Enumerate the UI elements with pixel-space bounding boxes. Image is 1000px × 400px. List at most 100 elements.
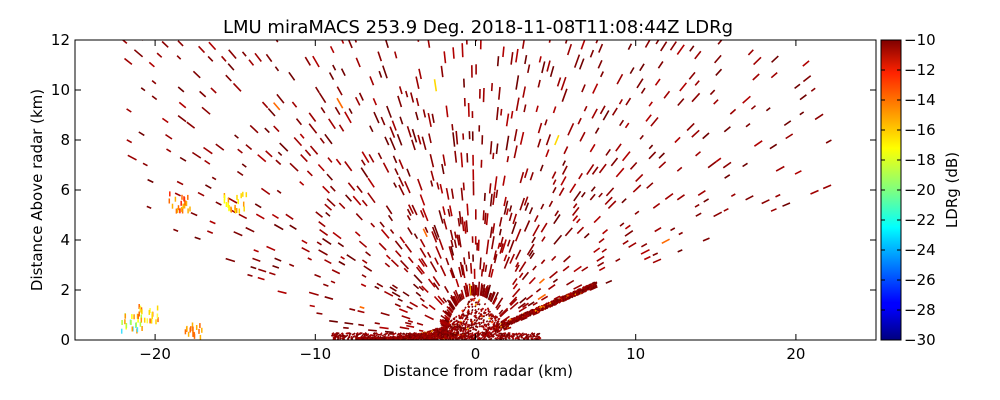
radar-gate [470, 263, 473, 274]
radar-gate [648, 151, 657, 160]
radar-gate [405, 90, 409, 98]
radar-gate [436, 336, 439, 339]
radar-gate [634, 210, 640, 215]
radar-gate [529, 334, 533, 338]
radar-gate [477, 300, 480, 304]
radar-gate [299, 133, 305, 139]
radar-gate [406, 126, 412, 138]
radar-gate [456, 328, 459, 331]
radar-gate [622, 240, 629, 245]
radar-gate [375, 332, 378, 335]
radar-gate [723, 207, 729, 212]
radar-gate [419, 335, 423, 338]
radar-gate [428, 330, 431, 333]
radar-gate [458, 334, 461, 337]
radar-gate [344, 111, 352, 124]
radar-gate [462, 320, 465, 323]
radar-gate [391, 120, 397, 131]
radar-gate [438, 337, 441, 340]
radar-gate [238, 213, 248, 220]
radar-gate [442, 154, 446, 166]
radar-gate [482, 210, 485, 221]
radar-gate [458, 211, 462, 225]
radar-gate [502, 175, 506, 186]
radar-gate [527, 301, 535, 307]
radar-gate [524, 168, 529, 179]
radar-gate [402, 291, 410, 297]
radar-gate [417, 335, 420, 338]
radar-gate [459, 317, 462, 320]
radar-gate [462, 313, 465, 317]
radar-gate [679, 82, 688, 92]
radar-gate [453, 331, 456, 334]
radar-gate [494, 176, 498, 191]
radar-gate [496, 56, 500, 67]
radar-gate [573, 265, 582, 273]
radar-gate [498, 217, 503, 227]
radar-gate [435, 328, 438, 332]
radar-gate [511, 332, 514, 336]
radar-gate [540, 307, 544, 310]
y-tick-label: 10 [51, 81, 70, 99]
radar-gate [512, 278, 518, 286]
radar-gate [507, 332, 510, 335]
radar-gate [536, 333, 539, 337]
radar-gate [383, 333, 387, 336]
radar-gate [566, 296, 570, 299]
radar-gate [415, 336, 418, 340]
radar-gate [491, 291, 499, 305]
radar-gate [664, 192, 674, 200]
radar-gate [462, 314, 466, 318]
radar-gate [572, 215, 579, 222]
radar-gate [261, 101, 269, 109]
radar-gate [304, 149, 312, 157]
radar-gate [461, 264, 466, 279]
radar-gate [378, 242, 387, 251]
radar-gate [339, 334, 342, 338]
radar-gate [566, 293, 570, 296]
radar-gate [472, 299, 476, 302]
radar-gate [527, 314, 531, 317]
radar-gate [535, 287, 542, 293]
radar-gate [532, 301, 538, 306]
radar-gate [492, 335, 495, 338]
radar-gate [532, 265, 537, 271]
x-axis-label: Distance from radar (km) [383, 362, 573, 380]
radar-gate [742, 162, 748, 168]
radar-gate [538, 336, 541, 339]
radar-gate [324, 203, 333, 211]
radar-gate [598, 43, 604, 53]
radar-gate [459, 293, 464, 300]
radar-gate [604, 196, 613, 206]
radar-gate [515, 319, 518, 323]
radar-gate [510, 334, 513, 338]
radar-gate [320, 106, 326, 114]
radar-gate [192, 70, 201, 79]
radar-gate [570, 295, 573, 299]
radar-gate [215, 201, 222, 206]
radar-gate [308, 291, 319, 296]
radar-gate [267, 107, 276, 117]
radar-gate [531, 236, 536, 244]
radar-gate [465, 337, 468, 340]
radar-gate [632, 184, 642, 193]
radar-gate [451, 327, 455, 330]
radar-gate [480, 308, 483, 311]
radar-gate [658, 152, 665, 159]
radar-gate [492, 191, 496, 206]
radar-gate [522, 302, 529, 309]
radar-gate [449, 269, 455, 279]
radar-gate [333, 336, 337, 339]
radar-gate [729, 108, 737, 115]
radar-gate [702, 237, 710, 242]
radar-gate [652, 202, 661, 209]
radar-gate [442, 206, 446, 216]
radar-gate [621, 198, 627, 204]
colorbar-tick-label: −12 [904, 61, 936, 79]
radar-gate [357, 310, 365, 314]
radar-gate [338, 334, 341, 337]
radar-gate [636, 78, 644, 89]
radar-gate [406, 208, 412, 216]
radar-gate [467, 329, 470, 333]
radar-gate [703, 198, 710, 203]
